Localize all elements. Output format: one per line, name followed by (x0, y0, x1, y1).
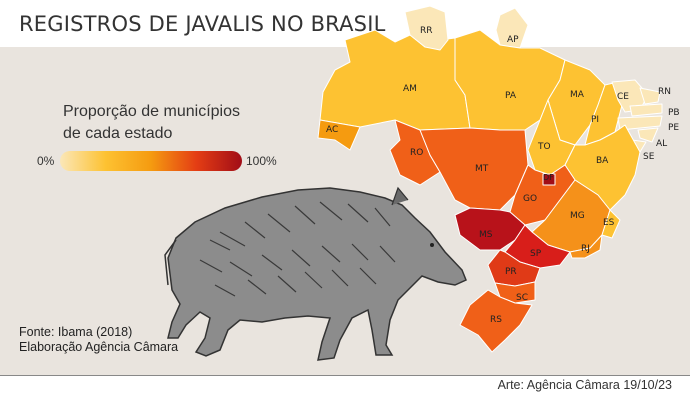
legend-color-scale (60, 151, 242, 171)
state-RS (459, 289, 533, 353)
label-RO: RO (410, 148, 423, 158)
label-MA: MA (570, 90, 585, 100)
label-RS: RS (490, 315, 502, 325)
state-RN (639, 87, 661, 105)
state-ES (601, 209, 621, 239)
state-labels: RR AP AM PA MA CE RN PB PE AL SE PI AC R… (326, 26, 680, 325)
label-BA: BA (596, 156, 609, 166)
state-MA (547, 59, 606, 146)
label-SE: SE (643, 152, 655, 162)
header: REGISTROS DE JAVALIS NO BRASIL (0, 0, 690, 47)
label-TO: TO (537, 142, 551, 152)
label-AC: AC (326, 125, 338, 135)
label-AM: AM (403, 84, 417, 94)
label-RN: RN (658, 87, 671, 97)
label-AL: AL (656, 139, 667, 149)
legend-title-line2: de cada estado (63, 125, 173, 142)
source-line2: Elaboração Agência Câmara (19, 340, 179, 354)
label-SP: SP (530, 249, 542, 259)
label-PI: PI (591, 115, 599, 125)
source-note: Fonte: Ibama (2018) Elaboração Agência C… (19, 325, 178, 355)
label-PB: PB (668, 108, 680, 118)
label-MS: MS (479, 230, 493, 240)
label-MT: MT (475, 164, 489, 174)
state-shapes (317, 5, 663, 353)
label-CE: CE (617, 92, 629, 102)
state-AM (319, 29, 471, 131)
label-PE: PE (668, 123, 679, 133)
legend-title: Proporção de municípios de cada estado (63, 101, 240, 145)
legend-title-line1: Proporção de municípios (63, 103, 240, 120)
page-title: REGISTROS DE JAVALIS NO BRASIL (19, 12, 386, 36)
label-AP: AP (507, 35, 519, 45)
state-RR (404, 5, 449, 51)
label-DF: DF (543, 173, 554, 182)
label-SC: SC (516, 293, 528, 303)
label-RJ: RJ (581, 244, 590, 254)
state-SP (504, 224, 571, 269)
label-PR: PR (505, 267, 517, 277)
label-MG: MG (570, 211, 585, 221)
source-line1: Fonte: Ibama (2018) (19, 325, 133, 339)
label-GO: GO (523, 194, 537, 204)
label-RR: RR (420, 26, 433, 36)
credit-text: Arte: Agência Câmara 19/10/23 (497, 378, 672, 392)
state-RJ (569, 234, 603, 259)
label-PA: PA (505, 91, 517, 101)
state-PB (629, 103, 663, 117)
state-AC (317, 119, 361, 151)
label-ES: ES (603, 218, 615, 228)
state-MS (454, 207, 526, 251)
state-AL (637, 127, 659, 143)
wild-boar-illustration (164, 186, 467, 361)
footer-divider (0, 375, 690, 376)
legend-max-label: 100% (246, 154, 277, 168)
legend-min-label: 0% (37, 154, 55, 168)
state-DF (542, 173, 556, 186)
state-MT (419, 127, 529, 211)
state-PE (617, 115, 663, 131)
